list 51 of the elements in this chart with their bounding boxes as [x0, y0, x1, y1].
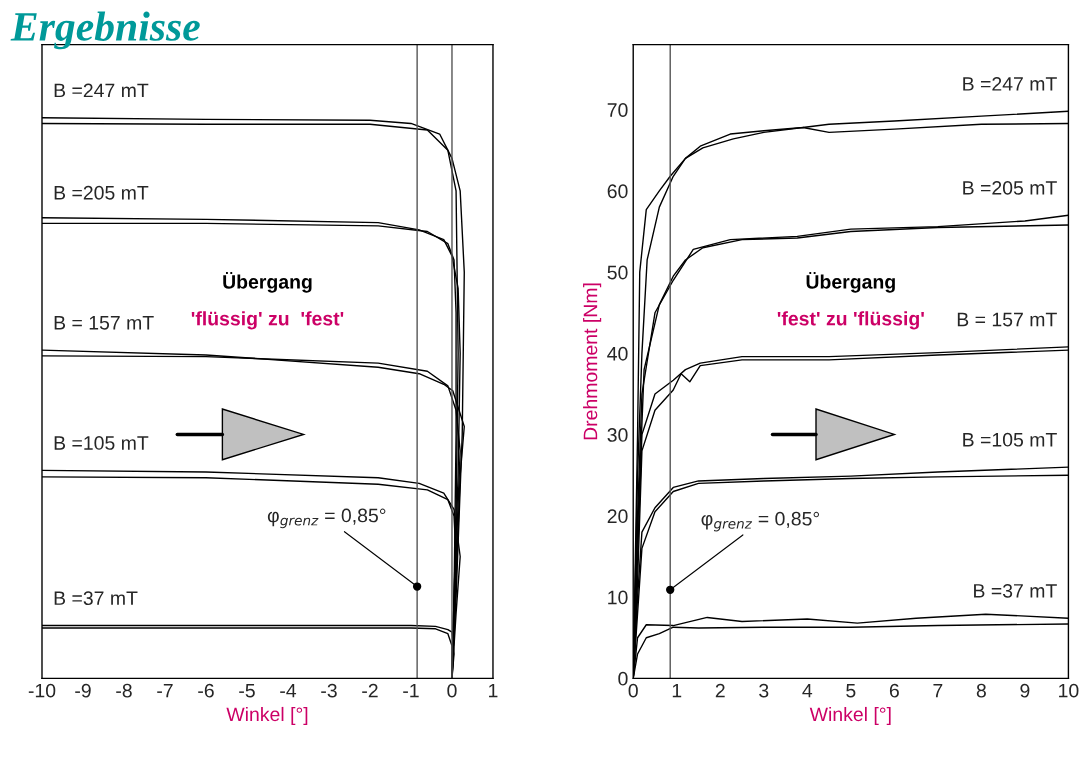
y-tick-label: 40 [607, 346, 628, 361]
x-tick-label: -10 [28, 683, 56, 698]
y-tick-label: 70 [607, 103, 628, 117]
chart-title: Ergebnisse [10, 11, 200, 50]
x-tick-label: 8 [976, 683, 986, 698]
x-tick-label: -8 [116, 683, 132, 698]
y-tick-label: 0 [618, 671, 628, 686]
x-tick-label: -7 [157, 683, 173, 698]
y-tick-label: 20 [607, 509, 628, 524]
x-tick-label: -2 [362, 683, 378, 698]
annotation: B =37 mT [54, 591, 138, 606]
x-tick-label: 5 [846, 683, 856, 698]
annotation: 'flüssig' zu 'fest' [191, 311, 344, 330]
x-tick-label: 6 [889, 683, 899, 698]
x-axis-title: Winkel [°] [226, 706, 308, 726]
x-tick-label: -5 [239, 683, 255, 698]
annotation: B =105 mT [54, 436, 149, 450]
annotation: B = 157 mT [957, 312, 1057, 327]
x-axis-title: Winkel [°] [809, 706, 891, 726]
annotation: Übergang [223, 271, 312, 293]
annotation: B =205 mT [54, 185, 149, 200]
x-tick-label: 4 [802, 683, 813, 698]
y-tick-label: 50 [607, 265, 628, 280]
x-tick-label: 9 [1020, 683, 1030, 698]
x-tick-label: 10 [1059, 683, 1079, 698]
x-tick-label: 0 [447, 683, 457, 698]
x-tick-label: -4 [280, 683, 297, 698]
y-tick-label: 30 [607, 428, 628, 442]
annotation: B =37 mT [974, 583, 1057, 598]
annotation: B =205 mT [963, 181, 1057, 195]
x-tick-label: 1 [672, 683, 682, 698]
annotation: φ$_{grenz}$ = 0,85° [701, 511, 820, 532]
annotation: B =247 mT [963, 77, 1057, 91]
x-tick-label: -6 [198, 683, 214, 698]
x-tick-label: -3 [321, 683, 337, 698]
annotation: B = 157 mT [54, 316, 154, 330]
x-tick-label: 3 [759, 683, 769, 698]
x-tick-label: -9 [75, 683, 91, 698]
y-axis-title: Drehmoment [Nm] [583, 283, 602, 440]
y-tick-label: 10 [608, 590, 628, 605]
annotation: φ$_{grenz}$ = 0,85° [267, 508, 386, 529]
annotation: B =105 mT [963, 432, 1057, 447]
y-tick-label: 60 [607, 184, 628, 199]
x-tick-label: 1 [489, 683, 498, 698]
x-tick-label: -1 [403, 683, 419, 698]
x-tick-label: 7 [933, 683, 943, 698]
annotation: B =247 mT [54, 83, 149, 98]
x-tick-label: 2 [715, 683, 725, 698]
annotation: 'fest' zu 'flüssig' [777, 311, 924, 330]
x-tick-label: 0 [628, 683, 638, 698]
annotation: Übergang [806, 271, 895, 293]
